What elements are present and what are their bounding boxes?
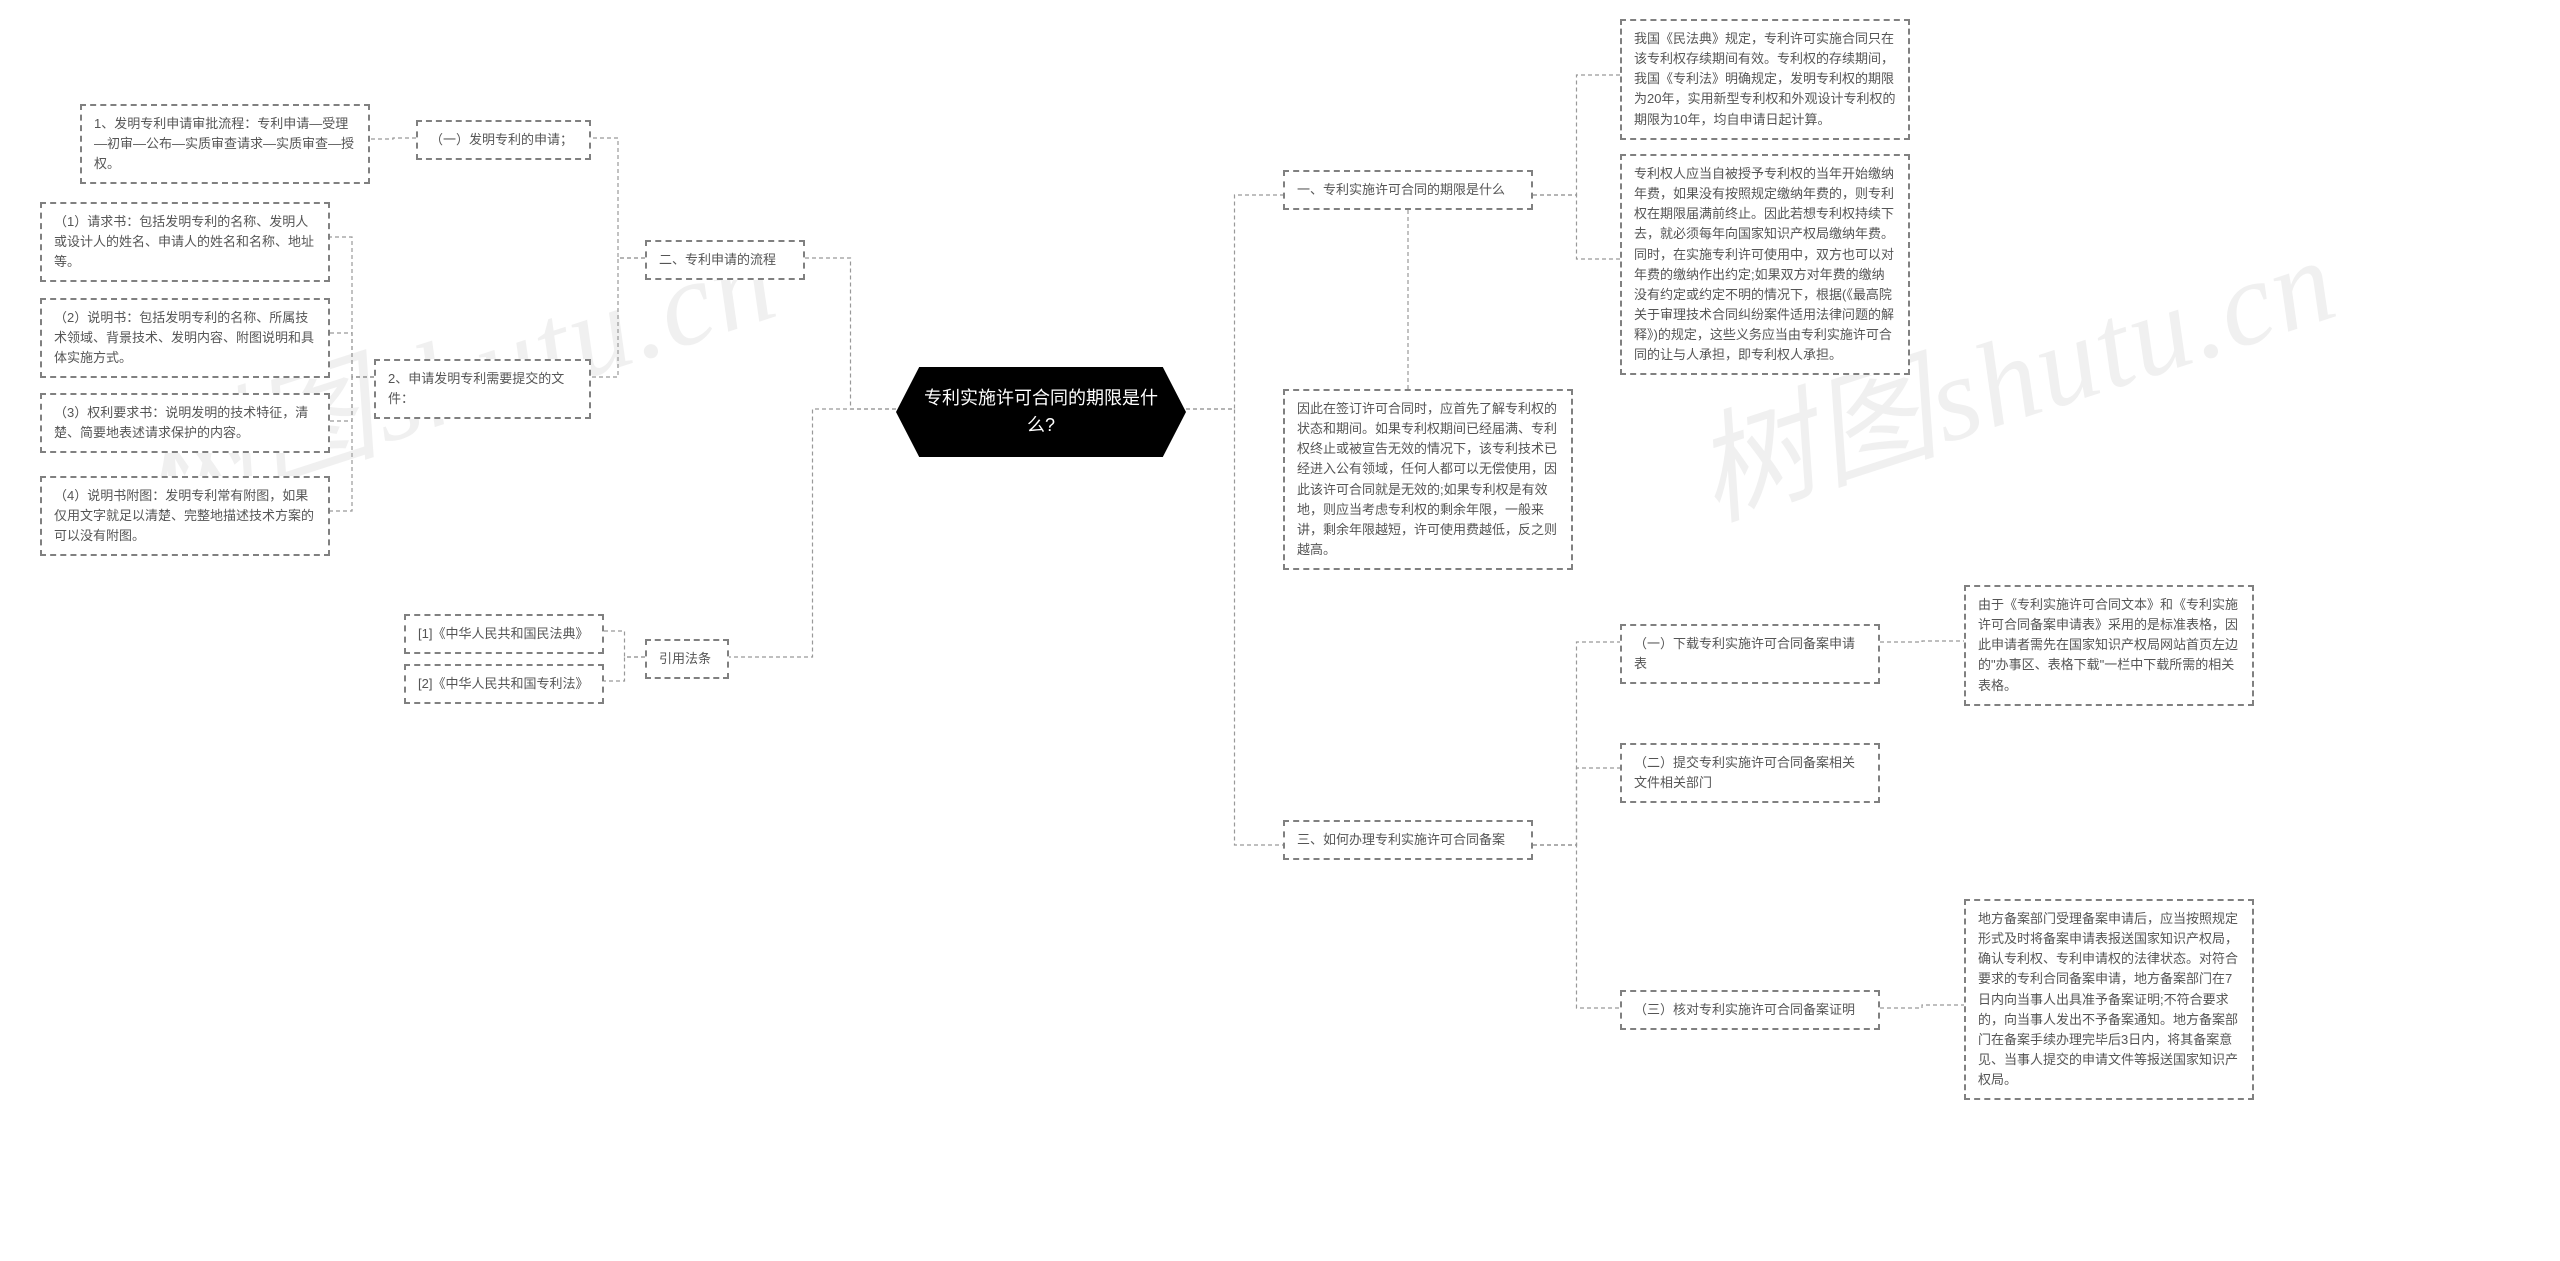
leaf-2-1a: 1、发明专利申请审批流程：专利申请—受理—初审—公布—实质审查请求—实质审查—授…	[80, 104, 370, 184]
branch-3-1: （一）下载专利实施许可合同备案申请表	[1620, 624, 1880, 684]
branch-3-2: （二）提交专利实施许可合同备案相关文件相关部门	[1620, 743, 1880, 803]
leaf-3-3a: 地方备案部门受理备案申请后，应当按照规定形式及时将备案申请表报送国家知识产权局，…	[1964, 899, 2254, 1100]
leaf-1a: 我国《民法典》规定，专利许可实施合同只在该专利权存续期间有效。专利权的存续期间，…	[1620, 19, 1910, 140]
branch-section-1: 一、专利实施许可合同的期限是什么	[1283, 170, 1533, 210]
branch-section-3: 三、如何办理专利实施许可合同备案	[1283, 820, 1533, 860]
branch-references: 引用法条	[645, 639, 729, 679]
branch-section-2: 二、专利申请的流程	[645, 240, 805, 280]
branch-2-2: 2、申请发明专利需要提交的文件：	[374, 359, 591, 419]
root-node: 专利实施许可合同的期限是什么?	[896, 367, 1186, 457]
leaf-1c: 因此在签订许可合同时，应首先了解专利权的状态和期间。如果专利权期间已经届满、专利…	[1283, 389, 1573, 570]
branch-2-1: （一）发明专利的申请；	[416, 120, 591, 160]
leaf-ref-1: [1]《中华人民共和国民法典》	[404, 614, 604, 654]
leaf-2-2c: （3）权利要求书：说明发明的技术特征，清楚、简要地表述请求保护的内容。	[40, 393, 330, 453]
leaf-1b: 专利权人应当自被授予专利权的当年开始缴纳年费，如果没有按照规定缴纳年费的，则专利…	[1620, 154, 1910, 375]
mindmap-canvas: 树图shutu.cn 树图shutu.cn 专利实施许可合同的期限是什么? 一、…	[0, 0, 2560, 1261]
leaf-2-2a: （1）请求书：包括发明专利的名称、发明人或设计人的姓名、申请人的姓名和名称、地址…	[40, 202, 330, 282]
branch-3-3: （三）核对专利实施许可合同备案证明	[1620, 990, 1880, 1030]
leaf-3-1a: 由于《专利实施许可合同文本》和《专利实施许可合同备案申请表》采用的是标准表格，因…	[1964, 585, 2254, 706]
leaf-2-2b: （2）说明书：包括发明专利的名称、所属技术领域、背景技术、发明内容、附图说明和具…	[40, 298, 330, 378]
leaf-ref-2: [2]《中华人民共和国专利法》	[404, 664, 604, 704]
leaf-2-2d: （4）说明书附图：发明专利常有附图，如果仅用文字就足以清楚、完整地描述技术方案的…	[40, 476, 330, 556]
